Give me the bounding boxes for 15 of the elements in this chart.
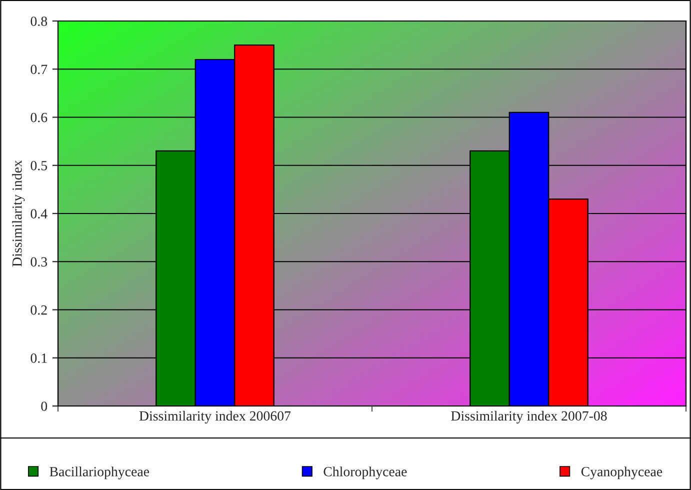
legend-label: Cyanophyceae — [581, 466, 662, 480]
x-tick-label: Dissimilarity index 200607 — [139, 410, 291, 424]
y-tick-label: 0 — [41, 402, 48, 411]
y-tick-label: 0.4 — [30, 209, 48, 219]
y-tick-label: 0.1 — [30, 353, 47, 363]
y-tick-label: 0.2 — [30, 305, 47, 315]
y-tick-label: 0.7 — [30, 64, 48, 74]
x-tick-label: Dissimilarity index 2007-08 — [451, 410, 607, 424]
y-tick-label: 0.3 — [30, 257, 48, 267]
y-tick-label: 0.6 — [30, 112, 48, 122]
y-tick-label: 0.8 — [30, 16, 48, 26]
y-axis-title: Dissimilarity index — [12, 160, 25, 267]
legend-label: Bacillariophyceae — [50, 466, 150, 480]
legend-label: Chlorophyceae — [324, 466, 407, 480]
y-tick-label: 0.5 — [30, 160, 48, 170]
